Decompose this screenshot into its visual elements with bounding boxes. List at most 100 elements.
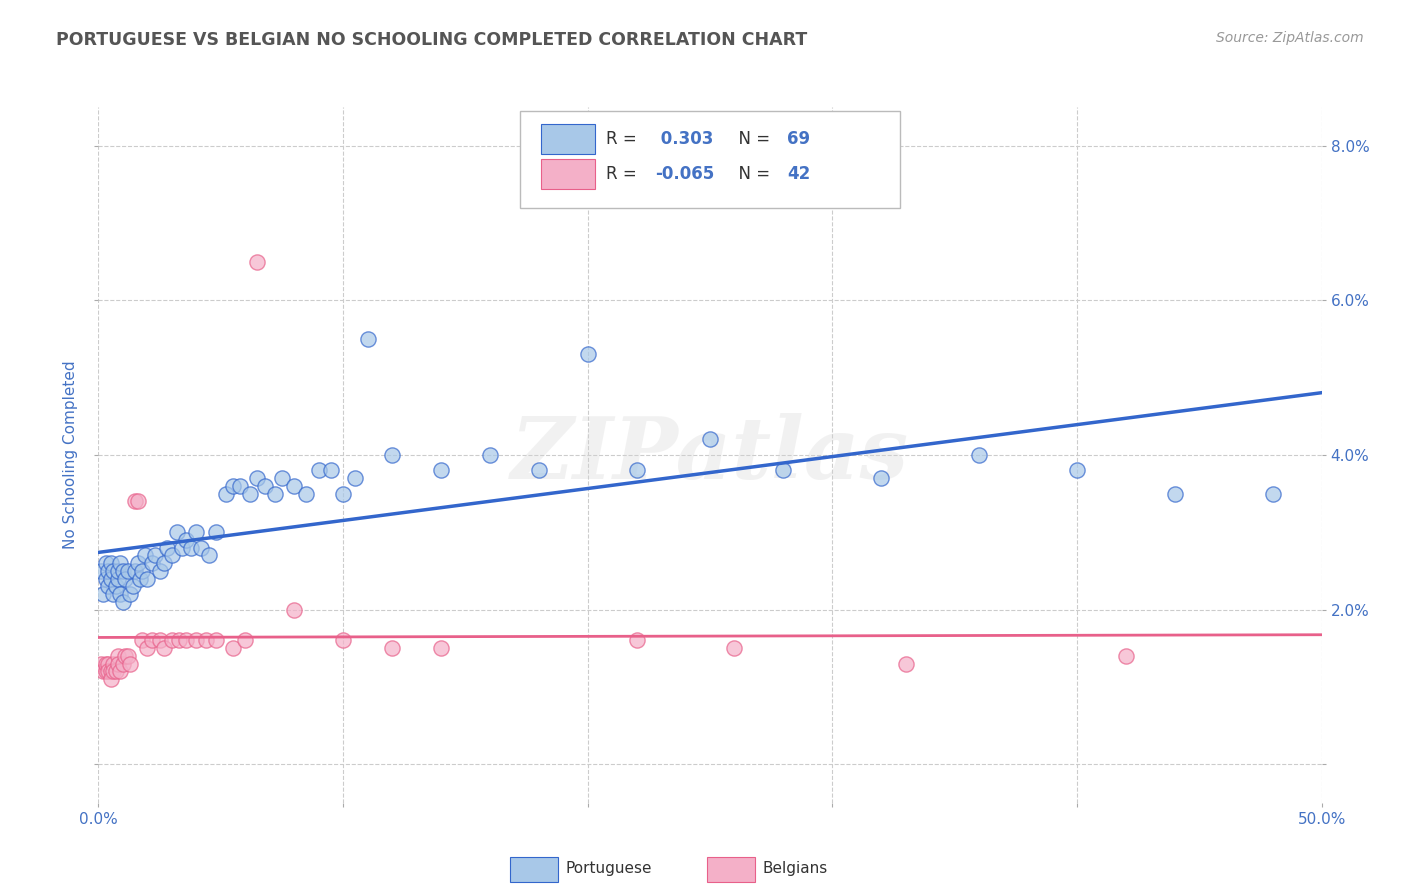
Point xyxy=(699,433,721,447)
Point xyxy=(190,541,212,555)
Point xyxy=(195,633,218,648)
Point xyxy=(626,633,648,648)
Text: Portuguese: Portuguese xyxy=(565,862,652,876)
Point xyxy=(332,486,354,500)
Point xyxy=(1164,486,1187,500)
Point xyxy=(253,479,276,493)
Point xyxy=(101,657,124,671)
Point xyxy=(127,494,149,508)
Point xyxy=(111,657,134,671)
Point xyxy=(149,633,172,648)
Point xyxy=(143,549,166,563)
Text: Belgians: Belgians xyxy=(762,862,827,876)
Point xyxy=(205,525,228,540)
Point xyxy=(356,332,378,346)
Point xyxy=(381,641,404,656)
Point xyxy=(100,572,122,586)
Point xyxy=(214,486,236,500)
Point xyxy=(124,564,146,578)
Text: R =: R = xyxy=(606,165,643,183)
Point xyxy=(141,633,163,648)
Point xyxy=(222,479,245,493)
Point xyxy=(117,648,139,663)
Point xyxy=(153,641,176,656)
Point xyxy=(110,556,132,570)
Point xyxy=(111,564,134,578)
Point xyxy=(114,648,136,663)
Point xyxy=(136,572,159,586)
Point xyxy=(104,579,127,593)
Point xyxy=(170,541,193,555)
Point xyxy=(111,595,134,609)
Point xyxy=(94,556,117,570)
Point xyxy=(478,448,501,462)
Y-axis label: No Schooling Completed: No Schooling Completed xyxy=(63,360,79,549)
Point xyxy=(180,541,202,555)
Point xyxy=(723,641,745,656)
Point xyxy=(527,463,550,477)
Text: N =: N = xyxy=(728,165,776,183)
Point xyxy=(894,657,917,671)
Point xyxy=(94,665,117,679)
Point xyxy=(246,254,269,268)
Point xyxy=(160,549,183,563)
Point xyxy=(295,486,318,500)
Point xyxy=(120,657,142,671)
Point xyxy=(114,572,136,586)
Text: R =: R = xyxy=(606,130,643,148)
Point xyxy=(149,564,172,578)
Text: 42: 42 xyxy=(787,165,810,183)
Point xyxy=(110,665,132,679)
Point xyxy=(97,579,120,593)
Point xyxy=(91,665,114,679)
Point xyxy=(129,572,152,586)
Point xyxy=(124,494,146,508)
Point xyxy=(97,665,120,679)
Point xyxy=(117,564,139,578)
Point xyxy=(205,633,228,648)
Point xyxy=(222,641,245,656)
FancyBboxPatch shape xyxy=(541,124,595,154)
Text: 0.303: 0.303 xyxy=(655,130,713,148)
Point xyxy=(153,556,176,570)
Point xyxy=(101,587,124,601)
Point xyxy=(120,587,142,601)
Point xyxy=(166,525,188,540)
Text: PORTUGUESE VS BELGIAN NO SCHOOLING COMPLETED CORRELATION CHART: PORTUGUESE VS BELGIAN NO SCHOOLING COMPL… xyxy=(56,31,807,49)
Text: 69: 69 xyxy=(787,130,810,148)
Point xyxy=(197,549,219,563)
Point xyxy=(91,587,114,601)
Point xyxy=(186,633,208,648)
Point xyxy=(101,665,124,679)
Point xyxy=(430,463,453,477)
Text: N =: N = xyxy=(728,130,776,148)
Point xyxy=(100,665,122,679)
Point xyxy=(186,525,208,540)
Point xyxy=(94,572,117,586)
Point xyxy=(134,549,156,563)
Text: Source: ZipAtlas.com: Source: ZipAtlas.com xyxy=(1216,31,1364,45)
Point xyxy=(283,479,305,493)
Point xyxy=(121,579,143,593)
Point xyxy=(176,533,198,547)
Point xyxy=(870,471,893,485)
Point xyxy=(246,471,269,485)
Point xyxy=(107,657,129,671)
Point xyxy=(160,633,183,648)
Text: ZIPatlas: ZIPatlas xyxy=(510,413,910,497)
Point xyxy=(90,657,112,671)
Point xyxy=(344,471,367,485)
Text: -0.065: -0.065 xyxy=(655,165,714,183)
Point xyxy=(90,564,112,578)
Point xyxy=(97,564,120,578)
Point xyxy=(131,633,153,648)
Point xyxy=(141,556,163,570)
Point xyxy=(1115,648,1137,663)
Point xyxy=(131,564,153,578)
Point xyxy=(626,463,648,477)
Point xyxy=(101,564,124,578)
Point xyxy=(270,471,294,485)
Point xyxy=(308,463,330,477)
Point xyxy=(100,672,122,686)
Point xyxy=(107,572,129,586)
